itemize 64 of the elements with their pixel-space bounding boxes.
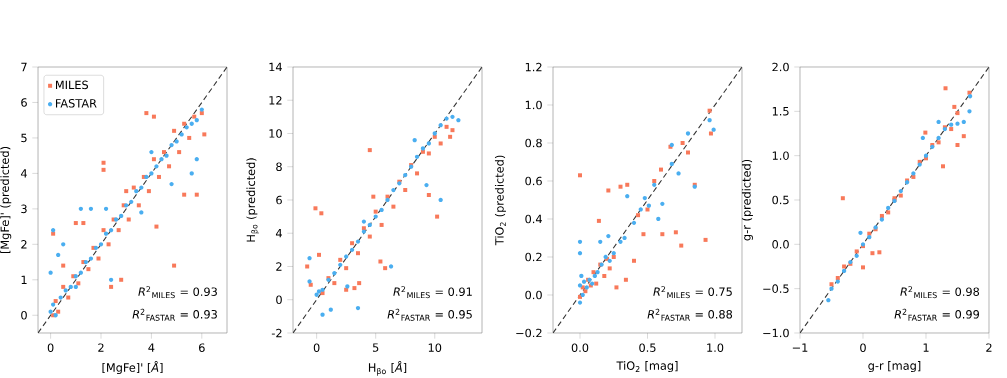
- x-axis-title: g-r [mag]: [868, 361, 921, 373]
- x-tick-label: 0: [47, 343, 54, 352]
- annotation: R$^{2}$$_{FASTAR}$ = 0.99: [894, 308, 980, 321]
- y-tick-label: 8: [276, 162, 282, 172]
- annotation: R$^{2}$$_{MILES}$ = 0.91: [393, 286, 472, 299]
- x-tick-label: 1.0: [707, 343, 724, 352]
- x-axis-title: H$_{βo}$ [Å]: [368, 361, 407, 376]
- annotation: R$^{2}$$_{MILES}$ = 0.75: [653, 286, 732, 299]
- y-tick-label: 1.5: [772, 107, 789, 116]
- y-tick-label: −1.0: [763, 328, 789, 338]
- y-tick-label: 0.0: [772, 240, 789, 249]
- y-axis-title: [MgFe]' (predicted): [0, 146, 12, 254]
- x-tick-label: 6: [199, 343, 205, 352]
- x-axis-title: TiO$_{2}$ [mag]: [616, 361, 678, 373]
- x-tick-label: 0: [313, 343, 320, 352]
- x-tick-label: 0.0: [571, 343, 589, 352]
- y-tick-label: 2.0: [772, 62, 789, 72]
- x-tick-label: 10: [428, 343, 442, 352]
- y-axis-title: H$_{βo}$ (predicted): [246, 158, 260, 242]
- y-tick-label: −0.2: [516, 328, 542, 338]
- annotation: R$^{2}$$_{MILES}$ = 0.93: [138, 286, 217, 299]
- y-tick-label: 0: [276, 295, 282, 305]
- y-tick-label: 0.5: [772, 195, 789, 205]
- x-axis-title: [MgFe]' [Å]: [102, 361, 163, 374]
- y-tick-label: 0.6: [525, 176, 542, 186]
- y-tick-label: 4: [20, 169, 27, 178]
- x-tick-label: 2: [986, 343, 992, 352]
- y-tick-label: −0.5: [763, 284, 789, 293]
- y-tick-label: 6: [21, 98, 27, 107]
- annotation: R$^{2}$$_{MILES}$ = 0.98: [900, 286, 980, 299]
- y-axis-title: TiO$_{2}$ (predicted): [494, 155, 506, 246]
- y-tick-label: 2: [276, 262, 282, 271]
- y-tick-label: 0.4: [525, 214, 542, 224]
- x-tick-label: 1: [923, 343, 929, 352]
- annotation: R$^{2}$$_{FASTAR}$ = 0.93: [132, 308, 217, 321]
- y-tick-label: 4: [275, 229, 282, 238]
- x-tick-label: 2: [98, 343, 104, 352]
- annotation: R$^{2}$$_{FASTAR}$ = 0.88: [647, 308, 733, 321]
- y-tick-label: 0.0: [525, 290, 542, 300]
- y-tick-label: 14: [269, 62, 282, 72]
- y-tick-label: 2: [21, 240, 27, 249]
- y-tick-label: 10: [269, 129, 282, 138]
- y-tick-label: 1.0: [525, 100, 542, 110]
- y-tick-label: 1.0: [772, 151, 789, 160]
- x-tick-label: −1: [792, 343, 808, 352]
- y-tick-label: -2: [271, 328, 282, 338]
- x-tick-label: 4: [148, 343, 155, 352]
- y-tick-label: 0: [21, 310, 27, 320]
- x-tick-label: 5: [372, 343, 379, 352]
- y-tick-label: 3: [21, 204, 27, 214]
- y-tick-label: 7: [21, 62, 27, 72]
- x-tick-label: 0.5: [639, 343, 656, 352]
- x-tick-label: 0: [860, 343, 866, 352]
- legend-label: MILES: [55, 80, 89, 90]
- y-tick-label: 1.2: [525, 62, 542, 72]
- y-axis-title: g-r (predicted): [741, 159, 753, 241]
- y-tick-label: 12: [269, 96, 282, 105]
- y-tick-label: 1: [21, 275, 27, 284]
- y-tick-label: 5: [21, 133, 27, 143]
- y-tick-label: 6: [276, 195, 282, 205]
- y-tick-label: 0.2: [525, 252, 542, 262]
- legend-label: FASTAR: [55, 99, 97, 108]
- annotation: R$^{2}$$_{FASTAR}$ = 0.95: [387, 308, 472, 321]
- y-tick-label: 0.8: [525, 138, 542, 148]
